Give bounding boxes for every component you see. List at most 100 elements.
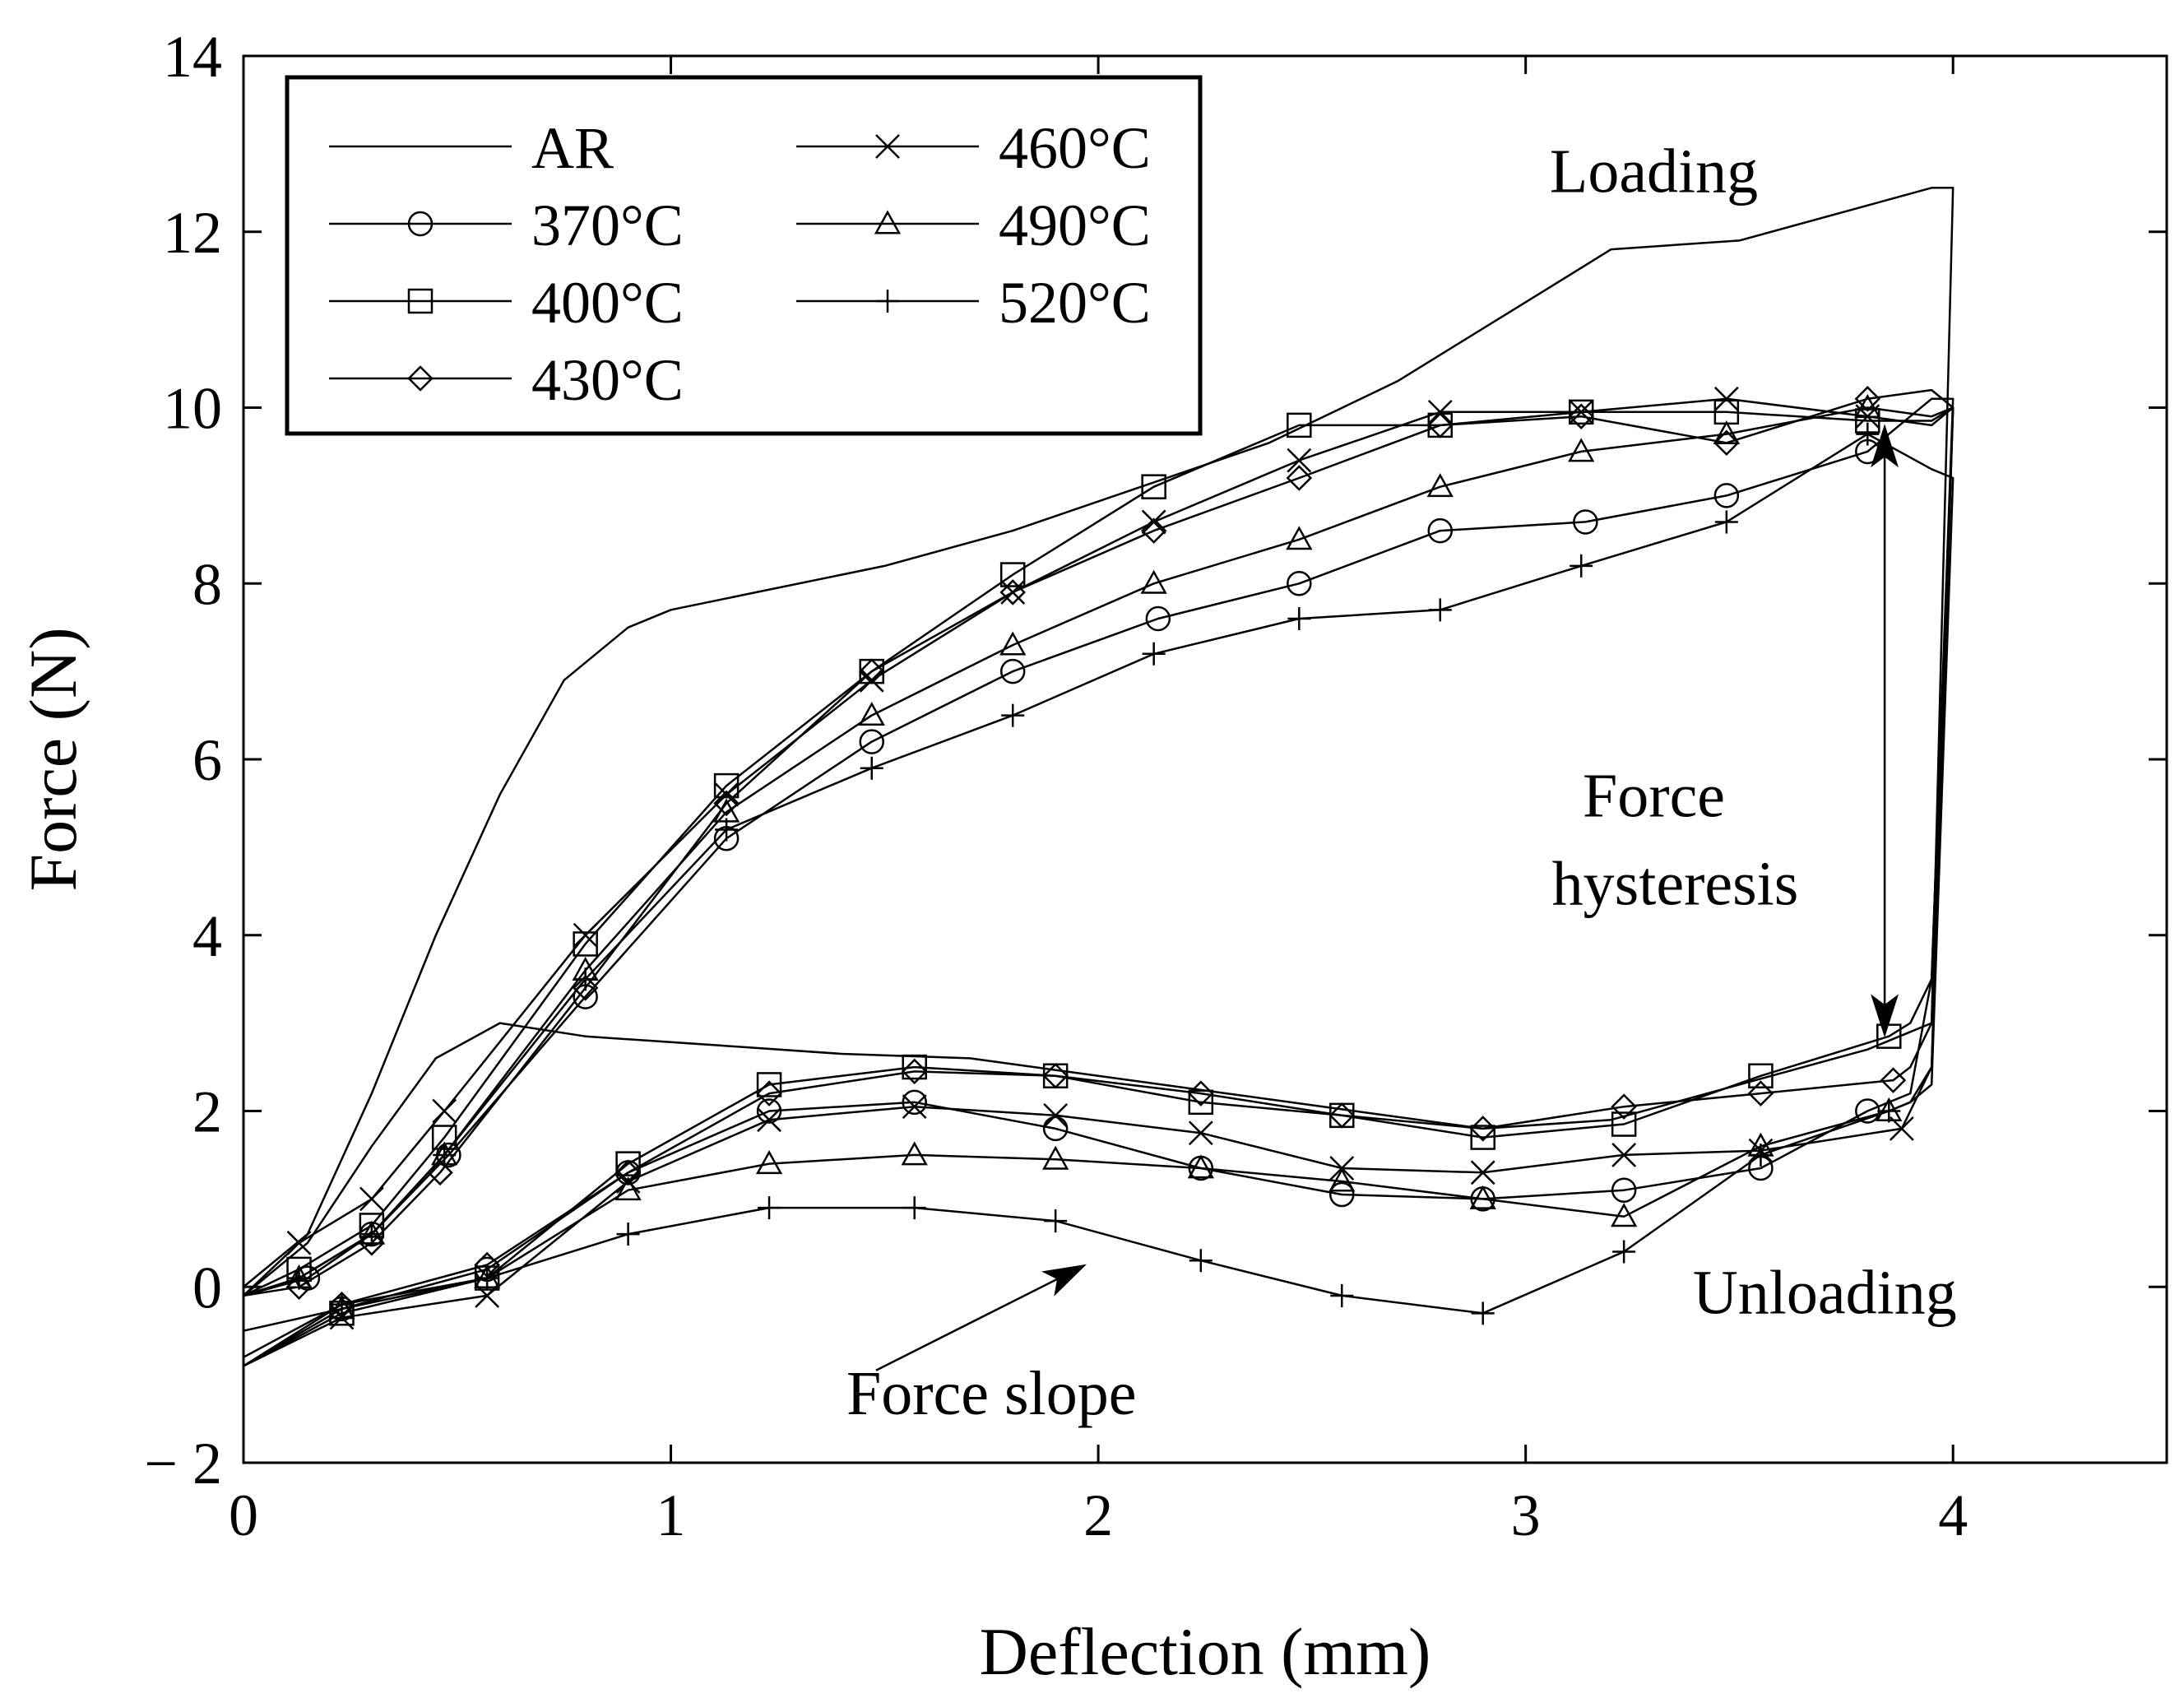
data-point-400c: [999, 562, 1026, 587]
legend-entry-ar: AR: [329, 115, 614, 181]
data-point-520c: [616, 1222, 640, 1246]
data-point-400c: [1748, 1063, 1774, 1088]
y-tick-label: 14: [163, 24, 222, 90]
data-point-430c: [858, 658, 885, 684]
data-point-460c: [1043, 1102, 1069, 1128]
data-point-430c: [1611, 1093, 1637, 1120]
arrow-head: [1871, 994, 1899, 1038]
data-point-400c: [1188, 1089, 1214, 1116]
legend-marker: [876, 290, 899, 313]
legend-label: 400°C: [531, 270, 684, 336]
data-point-520c: [433, 1143, 457, 1167]
data-point-520c: [1001, 703, 1025, 727]
x-tick-label: 2: [1083, 1482, 1113, 1548]
data-point-430c: [901, 1058, 928, 1085]
y-tick-label: 8: [192, 551, 222, 617]
annotation-arrows: [875, 424, 1899, 1371]
data-point-490c: [1568, 438, 1595, 462]
annotation-force: Force: [1583, 761, 1725, 830]
data-point-460c: [1000, 580, 1026, 605]
data-point-520c: [1142, 642, 1166, 666]
data-point-460c: [573, 922, 598, 948]
data-point-490c: [1328, 1167, 1356, 1192]
data-point-400c: [756, 1072, 782, 1097]
data-point-430c: [285, 1274, 313, 1301]
data-point-520c: [1287, 607, 1311, 630]
data-point-520c: [860, 756, 883, 780]
legend-marker: [874, 210, 902, 234]
data-point-460c: [286, 1230, 312, 1255]
data-point-460c: [1427, 399, 1453, 424]
data-point-520c: [1471, 1301, 1495, 1325]
x-axis-title: Deflection (mm): [980, 1614, 1431, 1689]
annotation-unloading: Unloading: [1693, 1258, 1957, 1327]
y-axis-title: Force (N): [16, 627, 90, 891]
series-line-490c: [243, 406, 1954, 1367]
data-point-520c: [1714, 510, 1738, 534]
legend-entry-490c: 490°C: [796, 193, 1151, 258]
legend-entry-460c: 460°C: [796, 115, 1151, 181]
data-point-520c: [1749, 1143, 1773, 1167]
x-tick-label: 0: [229, 1482, 258, 1548]
data-point-430c: [1286, 465, 1313, 491]
data-point-370c: [1573, 509, 1598, 535]
data-point-430c: [614, 1159, 642, 1186]
data-point-460c: [1141, 509, 1166, 535]
data-point-520c: [1612, 1240, 1636, 1264]
data-point-490c: [858, 701, 885, 726]
arrow-head: [1041, 1264, 1087, 1297]
data-point-370c: [902, 1089, 927, 1116]
data-point-520c: [330, 1292, 354, 1316]
data-point-490c: [1286, 526, 1313, 550]
force-hysteresis-arrow: [1871, 424, 1899, 1038]
data-point-400c: [1141, 474, 1166, 499]
legend-marker: [875, 134, 900, 159]
data-point-400c: [1611, 1111, 1637, 1137]
legend-marker: [407, 211, 434, 237]
legend-label: AR: [531, 115, 614, 181]
data-point-520c: [1570, 554, 1593, 578]
series-520c: [243, 422, 1954, 1367]
data-point-490c: [999, 631, 1027, 656]
data-point-370c: [1145, 605, 1171, 632]
data-point-490c: [1469, 1185, 1496, 1209]
data-point-520c: [573, 967, 597, 991]
data-point-430c: [1042, 1062, 1069, 1089]
legend-entry-400c: 400°C: [329, 270, 684, 336]
data-point-490c: [1713, 420, 1740, 445]
data-point-430c: [713, 790, 740, 817]
data-point-520c: [359, 1222, 383, 1246]
data-point-520c: [1877, 1099, 1901, 1123]
y-tick-label: 12: [163, 200, 222, 266]
x-tick-label: 3: [1511, 1482, 1541, 1548]
y-tick-label: 4: [192, 903, 222, 969]
data-point-400c: [1287, 412, 1312, 438]
data-point-370c: [1611, 1177, 1637, 1203]
data-point-490c: [755, 1150, 783, 1175]
data-point-370c: [859, 729, 884, 754]
y-tick-label: 0: [192, 1255, 222, 1320]
arrow-head: [1871, 424, 1899, 468]
legend-label: 460°C: [999, 115, 1151, 181]
data-point-370c: [1427, 517, 1454, 544]
data-point-460c: [1188, 1120, 1213, 1146]
legend-marker: [407, 288, 434, 314]
data-point-490c: [614, 1176, 642, 1201]
data-point-460c: [757, 1107, 781, 1133]
series-ar: [243, 187, 1954, 1297]
data-point-460c: [859, 667, 884, 693]
legend: AR 370°C 400°C 430°C 460°C 490°C 520°C: [285, 75, 1203, 436]
x-tick-label: 4: [1938, 1482, 1968, 1548]
data-point-400c: [902, 1054, 927, 1080]
annotation-loading: Loading: [1550, 137, 1758, 206]
data-point-520c: [1044, 1209, 1068, 1233]
data-point-520c: [1856, 422, 1880, 446]
series-line-ar: [243, 187, 1954, 1297]
legend-entry-370c: 370°C: [329, 193, 684, 258]
legend-label: 370°C: [531, 193, 684, 258]
data-point-430c: [1426, 412, 1454, 438]
data-point-400c: [1470, 1125, 1495, 1150]
data-point-520c: [1428, 598, 1452, 622]
data-point-400c: [615, 1151, 641, 1176]
data-point-370c: [756, 1098, 782, 1124]
